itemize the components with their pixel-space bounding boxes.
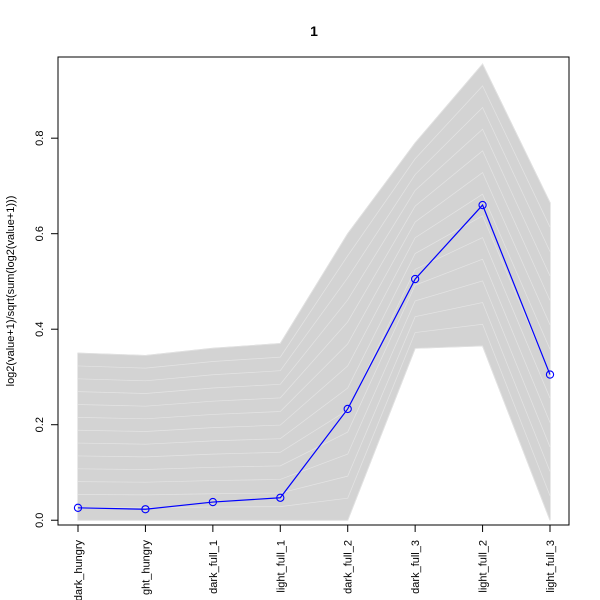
series-line: [77, 203, 551, 510]
y-tick-label: 0.0: [34, 513, 46, 528]
x-tick-label: dark_hungry: [73, 540, 85, 600]
x-tick-label: dark_full_1: [208, 540, 220, 594]
band-line: [77, 280, 551, 483]
data-point: [208, 497, 218, 507]
background-band: [77, 63, 551, 521]
band-line: [78, 345, 551, 521]
y-tick-label: 0.4: [34, 322, 46, 337]
data-point: [141, 505, 150, 514]
x-tick-label: ght_hungry: [140, 540, 152, 596]
band-line: [77, 215, 551, 445]
x-tick-label: light_full_2: [478, 540, 490, 593]
x-tick-label: light_full_1: [275, 540, 287, 593]
data-point: [276, 493, 285, 502]
band-line: [77, 237, 551, 458]
band-line: [77, 150, 551, 407]
band-line: [77, 171, 551, 420]
series-layer: [73, 200, 555, 514]
x-axis: dark_hungry ght_hungry dark_full_1 light_fu…: [73, 524, 557, 600]
band-line: [77, 302, 551, 496]
band-line: [77, 128, 551, 394]
band-line: [77, 85, 551, 369]
y-tick-label: 0.2: [34, 417, 46, 432]
x-tick-label: light_full_3: [545, 540, 557, 593]
band-line: [77, 63, 551, 356]
data-point: [343, 404, 352, 414]
y-tick-label: 0.8: [34, 131, 46, 146]
y-axis: 0.0 0.2 0.4 0.6 0.8: [34, 131, 59, 528]
data-point: [73, 503, 83, 512]
y-tick-label: 0.6: [34, 226, 46, 241]
chart-title: 1: [310, 23, 318, 39]
band-line: [77, 258, 551, 470]
data-point: [478, 200, 487, 210]
data-point: [410, 274, 420, 284]
data-point: [545, 370, 555, 379]
band-line: [77, 106, 551, 382]
x-tick-label: dark_full_3: [410, 540, 422, 594]
band-line: [77, 193, 551, 432]
y-axis-label: log2(value+1)/sqrt(sum(log2(value+1))): [5, 196, 17, 387]
x-tick-label: dark_full_2: [343, 540, 355, 594]
